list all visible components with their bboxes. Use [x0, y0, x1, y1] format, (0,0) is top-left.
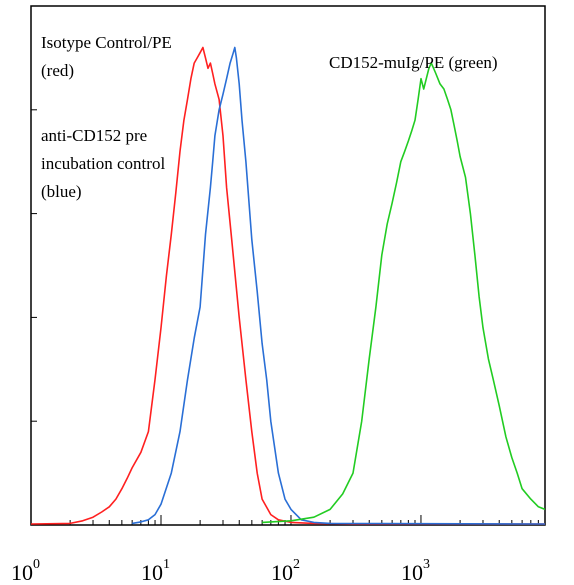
annotation-pre-line-2: (blue) [41, 182, 82, 201]
plot-frame [30, 5, 546, 526]
series-line-1 [131, 46, 545, 525]
annotation-iso-line-1: (red) [41, 61, 74, 80]
annotation-pre-line-1: incubation control [41, 154, 165, 173]
annotation-pre-line-0: anti-CD152 pre [41, 126, 147, 145]
x-tick-label-0: 100 [11, 557, 40, 585]
series-line-2 [262, 62, 545, 524]
series-line-0 [31, 46, 545, 525]
annotation-cd-line-0: CD152-muIg/PE (green) [329, 53, 498, 72]
x-tick-label-3: 103 [401, 557, 430, 585]
x-tick-label-1: 101 [141, 557, 170, 585]
x-tick-label-2: 102 [271, 557, 300, 585]
annotation-iso-line-0: Isotype Control/PE [41, 33, 172, 52]
